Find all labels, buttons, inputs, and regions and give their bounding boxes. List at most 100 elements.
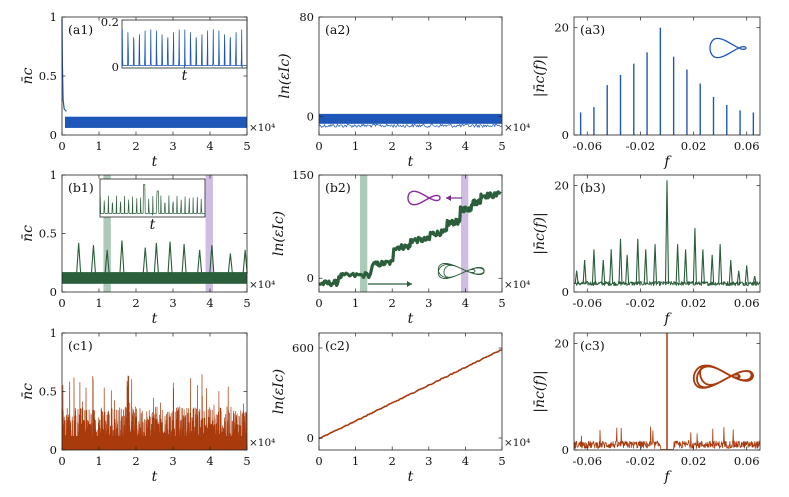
- inset: t: [99, 178, 206, 233]
- x-tick-label: 1: [352, 454, 359, 468]
- plot-frame: [318, 332, 503, 451]
- panel-label: (b2): [325, 180, 351, 195]
- data-series-line: [318, 123, 503, 128]
- y-tick-label: 20: [554, 21, 569, 35]
- x-tick-label: 5: [498, 454, 505, 468]
- x-tick-label: 1: [95, 454, 102, 468]
- data-series-band: [319, 113, 502, 124]
- panel-c3: -0.06 -0.02 0.02 0.06 0 20 f |n̄c(f)| (c3): [532, 332, 761, 485]
- panel-label: (a2): [325, 22, 350, 37]
- x-tick-label: 5: [243, 454, 250, 468]
- x-axis-label: t: [152, 154, 158, 170]
- x-tick-label: -0.02: [626, 454, 656, 468]
- panel-label: (c1): [68, 338, 93, 353]
- y-tick-label: 0: [307, 271, 314, 285]
- spectrum-peak: [664, 180, 670, 285]
- y-tick-label: 1: [50, 168, 57, 182]
- x-tick-label: 4: [462, 139, 469, 153]
- x-tick-label: 5: [243, 296, 250, 310]
- x-tick-label: 1: [95, 139, 102, 153]
- inset: 0 0.2 t: [101, 15, 248, 84]
- x-tick-label: 0.06: [734, 454, 760, 468]
- spectrum-peak: [643, 249, 648, 285]
- x-tick-label: 2: [389, 139, 396, 153]
- highlight-band: [103, 175, 111, 292]
- spectrum-peak: [710, 254, 715, 285]
- x-tick-label: 5: [498, 139, 505, 153]
- x-tick-label: 0: [315, 454, 322, 468]
- spectrum-peak: [609, 249, 614, 285]
- spectrum-peak: [618, 238, 623, 285]
- panel-c1: 0 1 2 3 4 5 0 0.5 1 t n̄c (c1) ×10⁴: [20, 326, 275, 485]
- spectrum-peak: [736, 270, 741, 285]
- panel-label: (a3): [580, 22, 605, 37]
- x-axis-multiplier: ×10⁴: [249, 279, 275, 291]
- attractor-icon-purple: [407, 190, 441, 206]
- data-series-line: [61, 19, 67, 112]
- x-tick-label: -0.02: [626, 296, 656, 310]
- data-series-line: [61, 374, 248, 450]
- data-series-line: [318, 190, 502, 288]
- y-axis-label: n̄c: [20, 383, 36, 400]
- x-tick-label: 2: [132, 139, 139, 153]
- x-axis-label: f: [663, 154, 672, 170]
- y-tick-label: 0: [307, 109, 314, 123]
- highlight-band: [359, 175, 368, 292]
- spectrum-peak: [692, 228, 697, 285]
- data-series-line: [318, 349, 503, 440]
- spike: [153, 242, 159, 274]
- x-tick-label: 0.02: [681, 454, 707, 468]
- spectrum-peak: [652, 244, 658, 285]
- plot-frame: [573, 174, 761, 293]
- y-axis-label: |n̄c(f)|: [532, 55, 548, 97]
- spectrum-peak: [683, 249, 688, 285]
- spike: [227, 253, 233, 274]
- spectrum-peak: [700, 249, 705, 285]
- x-tick-label: 3: [425, 296, 432, 310]
- inset-series-line: [121, 29, 248, 69]
- x-tick-label: 3: [169, 139, 176, 153]
- data-series-band: [64, 116, 248, 128]
- spectrum-peak: [744, 265, 749, 285]
- panel-label: (b3): [580, 180, 606, 195]
- x-tick-label: -0.06: [573, 139, 603, 153]
- x-axis-label: t: [408, 154, 414, 170]
- y-tick-label: 0: [562, 443, 569, 457]
- x-tick-label: 2: [132, 296, 139, 310]
- x-tick-label: 5: [243, 139, 250, 153]
- y-tick-label: 20: [554, 179, 569, 193]
- x-axis-multiplier: ×10⁴: [504, 122, 530, 134]
- spike: [209, 245, 215, 274]
- x-axis-multiplier: ×10⁴: [249, 437, 275, 449]
- x-tick-label: 0.02: [681, 296, 707, 310]
- spectrum-peak: [635, 238, 640, 285]
- x-tick-label: 2: [389, 454, 396, 468]
- panel-c2: 0 1 2 3 4 5 0 600 t ln(εIc) (c2) ×10⁴: [271, 332, 530, 485]
- attractor-icon: [692, 364, 754, 389]
- x-tick-label: 5: [498, 296, 505, 310]
- panel-label: (c2): [325, 338, 350, 353]
- highlight-band: [461, 175, 469, 292]
- x-tick-label: 0.02: [681, 139, 707, 153]
- y-tick-label: 0: [562, 128, 569, 142]
- y-axis-label: n̄c: [20, 67, 36, 84]
- panel-a1: 0 0.2 t 0 1 2 3 4 5 0 0.5 1 t n̄c (a1) ×10⁴: [20, 10, 275, 170]
- x-axis-label: t: [408, 311, 414, 327]
- x-axis-label: f: [663, 469, 672, 485]
- panel-a2: 0 1 2 3 4 5 0 80 t ln(εIc) (a2) ×10⁴: [277, 10, 530, 170]
- y-tick-label: 0: [50, 285, 57, 299]
- x-tick-label: 4: [462, 296, 469, 310]
- plot-frame: [318, 16, 503, 136]
- y-axis-label: |n̄c(f)|: [532, 212, 548, 254]
- highlight-band: [205, 175, 213, 292]
- spike: [76, 242, 82, 274]
- x-tick-label: 4: [206, 296, 213, 310]
- y-tick-label: 0.5: [39, 385, 57, 399]
- spike: [104, 249, 110, 274]
- attractor-icon-green: [437, 262, 485, 280]
- x-tick-label: 4: [206, 139, 213, 153]
- plot-frame: [318, 174, 503, 293]
- x-tick-label: 4: [206, 454, 213, 468]
- y-axis-label: ln(εIc): [271, 369, 287, 414]
- inset-x-label: t: [150, 217, 156, 233]
